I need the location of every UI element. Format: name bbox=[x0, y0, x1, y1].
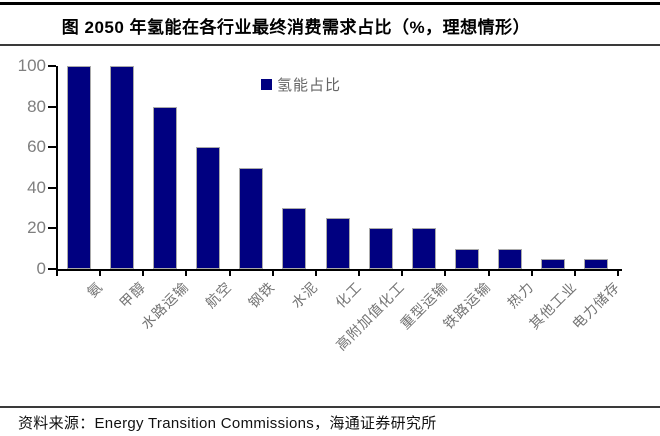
bar bbox=[153, 107, 177, 269]
bar bbox=[282, 208, 306, 269]
top-divider bbox=[0, 2, 660, 5]
x-axis-line bbox=[56, 269, 622, 271]
y-tick-label: 0 bbox=[36, 259, 46, 278]
title-divider bbox=[0, 44, 660, 46]
x-tick bbox=[573, 271, 576, 276]
y-tick bbox=[48, 227, 56, 230]
chart-title: 图 2050 年氢能在各行业最终消费需求占比（%，理想情形） bbox=[61, 18, 531, 37]
x-category-label: 钢铁 bbox=[245, 278, 278, 311]
bar bbox=[326, 218, 350, 269]
source-divider bbox=[0, 406, 660, 408]
x-tick bbox=[185, 271, 188, 276]
bar bbox=[498, 249, 522, 269]
x-tick bbox=[530, 271, 533, 276]
x-tick bbox=[401, 271, 404, 276]
x-tick bbox=[617, 271, 619, 276]
x-category-label: 氨 bbox=[83, 278, 106, 301]
y-tick-label: 20 bbox=[27, 218, 46, 238]
y-axis-line bbox=[56, 66, 58, 271]
x-tick bbox=[56, 271, 58, 276]
y-tick-label: 40 bbox=[27, 177, 46, 197]
bar bbox=[412, 228, 436, 269]
y-tick-label: 60 bbox=[27, 137, 46, 157]
x-tick bbox=[314, 271, 317, 276]
legend-square-icon bbox=[261, 79, 272, 90]
x-tick bbox=[99, 271, 102, 276]
x-category-label: 电力储存 bbox=[569, 278, 624, 333]
source-note: 资料来源：Energy Transition Commissions，海通证券研… bbox=[18, 415, 437, 432]
bar bbox=[541, 259, 565, 269]
x-category-label: 航空 bbox=[202, 278, 235, 311]
x-category-label: 甲醇 bbox=[115, 278, 149, 311]
x-tick bbox=[487, 271, 490, 276]
legend-label: 氢能占比 bbox=[277, 77, 342, 94]
y-tick bbox=[48, 105, 56, 108]
y-tick bbox=[48, 268, 56, 270]
chart-legend: 氢能占比 bbox=[261, 74, 341, 95]
x-tick bbox=[444, 271, 447, 276]
y-tick bbox=[48, 186, 56, 189]
y-tick-label: 100 bbox=[17, 56, 46, 75]
y-tick-label: 80 bbox=[27, 96, 46, 116]
x-category-label: 热力 bbox=[504, 278, 537, 311]
bar bbox=[455, 249, 479, 269]
bar bbox=[369, 228, 393, 269]
y-tick bbox=[48, 65, 56, 67]
x-category-label: 水泥 bbox=[288, 278, 322, 311]
y-tick bbox=[48, 146, 56, 149]
x-tick bbox=[142, 271, 145, 276]
x-category-label: 化工 bbox=[331, 278, 365, 311]
bar bbox=[584, 259, 608, 269]
bar bbox=[196, 147, 220, 269]
bar bbox=[239, 168, 263, 269]
x-tick bbox=[358, 271, 361, 276]
x-tick bbox=[228, 271, 231, 276]
x-tick bbox=[271, 271, 274, 276]
bar bbox=[67, 66, 91, 269]
bar bbox=[110, 66, 134, 269]
